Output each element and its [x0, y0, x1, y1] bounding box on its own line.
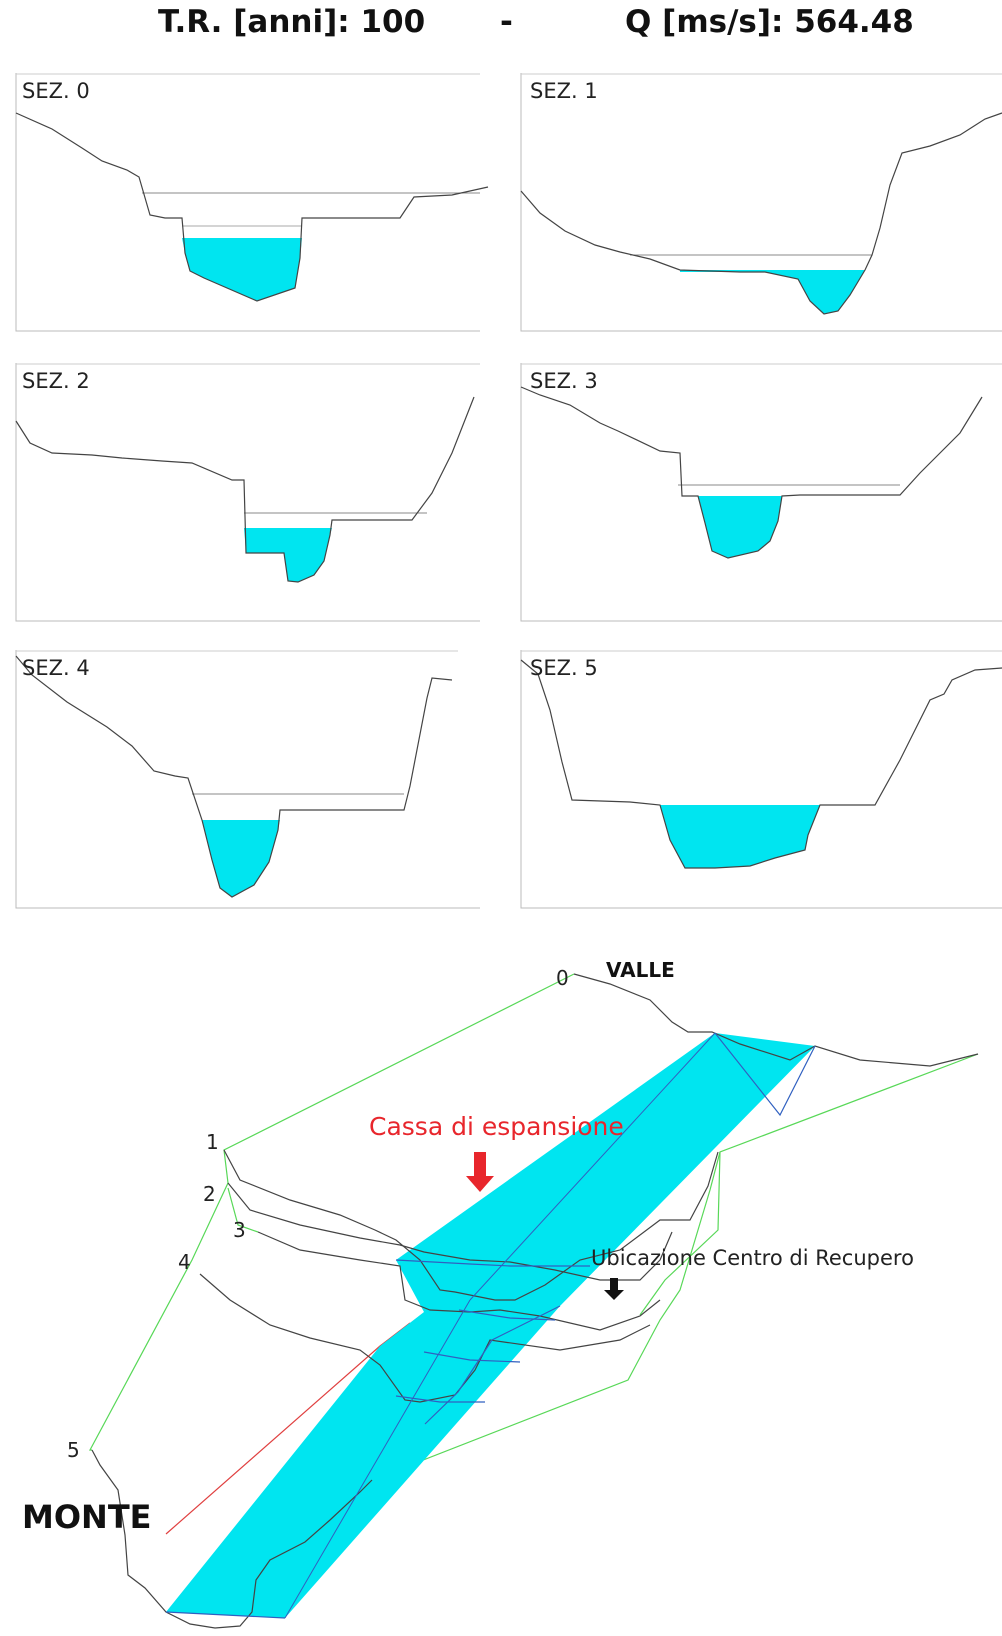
- water-fill: [680, 270, 865, 314]
- valle-label: VALLE: [606, 958, 675, 982]
- section-label: SEZ. 2: [22, 369, 90, 393]
- plot-frame: [520, 363, 1002, 622]
- section-plot-4: [15, 650, 480, 909]
- arrow-black-icon: [604, 1278, 624, 1300]
- monte-label: MONTE: [22, 1498, 152, 1536]
- section-panel-0: SEZ. 0: [12, 73, 489, 333]
- section-label: SEZ. 4: [22, 656, 90, 680]
- section-number-4: 4: [178, 1250, 191, 1274]
- channel-line: [284, 1299, 471, 1619]
- perspective-drawing: [88, 973, 979, 1629]
- water-surface-3d: [166, 1033, 815, 1618]
- arrow-red-icon: [466, 1152, 494, 1192]
- perspective-view: 0 1 2 3 4 5 VALLE MONTE Cassa di espansi…: [0, 920, 1002, 1636]
- section-panel-3: SEZ. 3: [520, 363, 1002, 623]
- section-label: SEZ. 5: [530, 656, 598, 680]
- cassa-label: Cassa di espansione: [369, 1112, 624, 1141]
- terrain-profile-3d: [91, 1449, 373, 1629]
- section-number-1: 1: [206, 1130, 219, 1154]
- ubicazione-label: Ubicazione Centro di Recupero: [591, 1246, 914, 1270]
- plot-frame: [15, 363, 480, 622]
- plot-frame: [15, 73, 480, 332]
- section-panel-4: SEZ. 4: [12, 650, 480, 910]
- connector-line: [227, 1187, 259, 1233]
- water-fill: [698, 496, 782, 558]
- discharge-label: Q [ms/s]: 564.48: [625, 4, 914, 40]
- section-plot-5: [520, 650, 1002, 909]
- channel-line: [424, 1305, 561, 1425]
- section-label: SEZ. 0: [22, 79, 90, 103]
- section-number-0: 0: [556, 966, 569, 990]
- terrain-profile: [520, 386, 983, 559]
- connector-line: [639, 1151, 721, 1316]
- header: T.R. [anni]: 100 - Q [ms/s]: 564.48: [0, 0, 1002, 60]
- terrain-profile: [520, 659, 1002, 869]
- section-panel-1: SEZ. 1: [520, 73, 1002, 333]
- terrain-profile: [520, 112, 1002, 315]
- channel-line: [714, 1032, 816, 1117]
- water-fill: [244, 528, 332, 582]
- plot-frame: [520, 73, 1002, 332]
- section-plot-1: [520, 73, 1002, 332]
- section-panel-5: SEZ. 5: [520, 650, 1002, 910]
- water-fill: [660, 805, 820, 868]
- section-number-2: 2: [203, 1182, 216, 1206]
- terrain-profile: [15, 396, 475, 583]
- plot-frame: [15, 650, 480, 909]
- return-period-label: T.R. [anni]: 100: [158, 4, 426, 40]
- terrain-profile-3d: [227, 1182, 673, 1281]
- channel-line: [423, 1351, 521, 1363]
- section-plot-3: [520, 363, 1002, 622]
- terrain-profile: [15, 112, 489, 302]
- section-label: SEZ. 3: [530, 369, 598, 393]
- section-label: SEZ. 1: [530, 79, 598, 103]
- terrain-profile: [15, 655, 453, 898]
- plot-frame: [520, 650, 1002, 909]
- water-fill: [182, 238, 302, 301]
- channel-line: [458, 1309, 556, 1321]
- channel-line: [395, 1259, 590, 1267]
- terrain-profile-3d: [199, 1273, 651, 1403]
- terrain-profile-3d: [223, 1149, 719, 1301]
- section-number-3: 3: [233, 1218, 246, 1242]
- terrain-profile-3d: [573, 973, 979, 1067]
- channel-line: [469, 1032, 716, 1301]
- header-separator: -: [500, 4, 513, 40]
- channel-line: [165, 1611, 286, 1619]
- channel-line: [395, 1395, 485, 1403]
- section-plot-2: [15, 363, 480, 622]
- section-plot-0: [15, 73, 489, 332]
- water-fill: [202, 820, 280, 897]
- section-number-5: 5: [67, 1438, 80, 1462]
- section-panel-2: SEZ. 2: [12, 363, 480, 623]
- connector-line: [88, 973, 575, 1451]
- terrain-profile-3d: [257, 1231, 661, 1331]
